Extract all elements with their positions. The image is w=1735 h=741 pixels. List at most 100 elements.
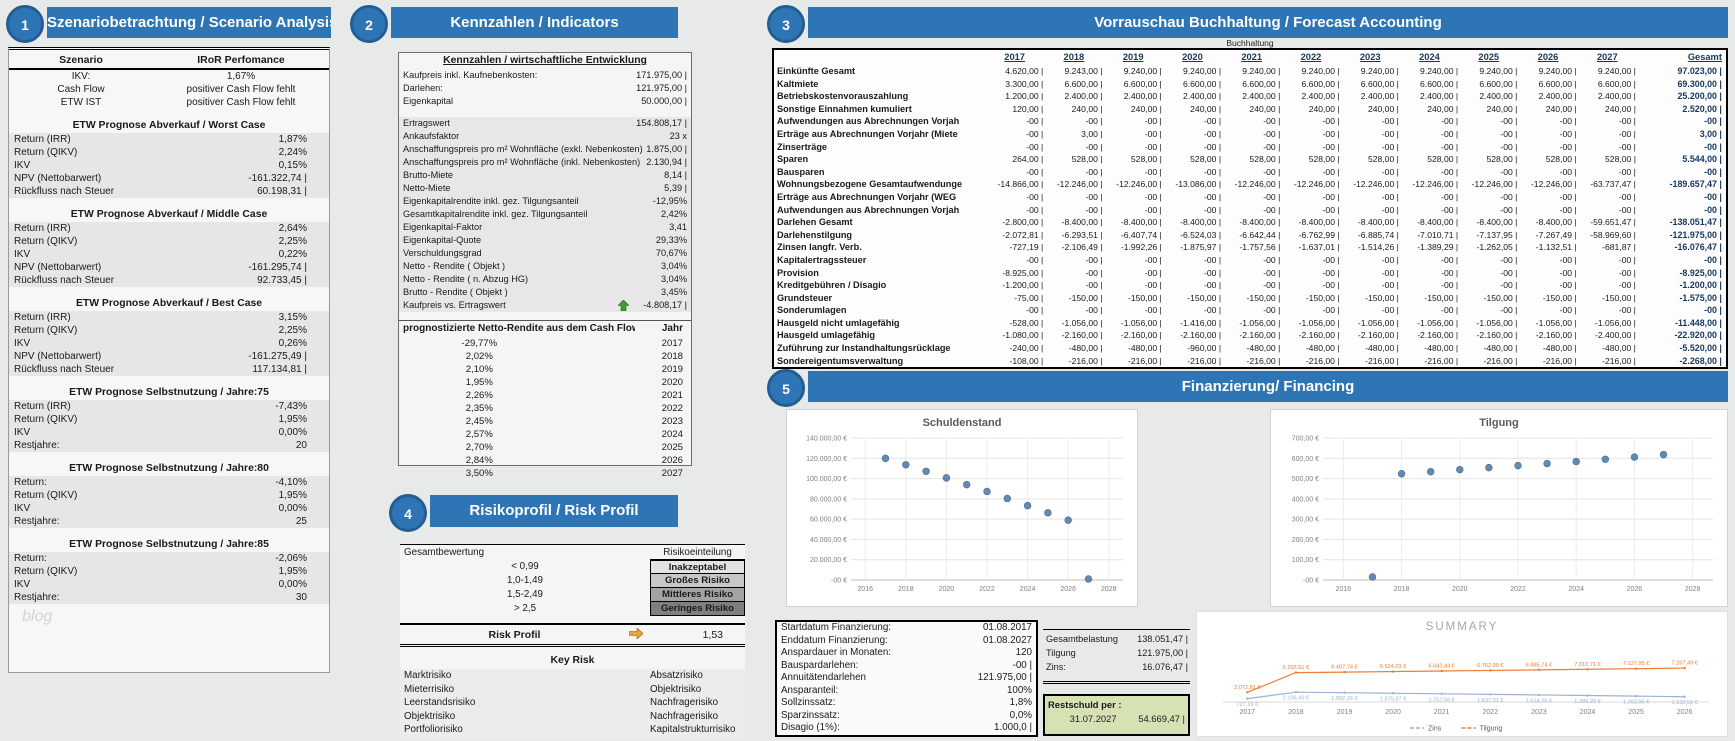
accounting-cell: -00 | bbox=[1026, 305, 1044, 316]
svg-text:2018: 2018 bbox=[1288, 709, 1304, 716]
financing-detail-row: Ansparanteil: 100% bbox=[777, 685, 1036, 698]
svg-text:2022: 2022 bbox=[1510, 586, 1526, 593]
accounting-cell: -1.056,00 | bbox=[1417, 317, 1459, 328]
accounting-cell: -00 | bbox=[1618, 204, 1636, 215]
indicator-row: Darlehen: 121.975,00 | bbox=[399, 82, 691, 95]
scenario-row: NPV (Nettobarwert) -161.322,74 | bbox=[9, 172, 329, 185]
accounting-cell: -00 | bbox=[1559, 116, 1577, 127]
table-row: Aufwendungen aus Abrechnungen Vorjah -00 … bbox=[774, 115, 1726, 128]
accounting-cell: -00 | bbox=[1381, 254, 1399, 265]
accounting-cell: -6.407,74 | bbox=[1120, 229, 1162, 240]
accounting-cell: -216,00 | bbox=[1483, 355, 1518, 366]
scenario-block-title: ETW Prognose Selbstnutzung / Jahre:75 bbox=[69, 387, 269, 398]
svg-text:SUMMARY: SUMMARY bbox=[1426, 621, 1499, 633]
scenario-row-label: Restjahre: bbox=[14, 440, 60, 451]
svg-text:2025: 2025 bbox=[1628, 709, 1644, 716]
financing-detail-value: 100% bbox=[1006, 684, 1032, 696]
risk-class-row: 1,0-1,49 Großes Risiko bbox=[400, 574, 745, 588]
accounting-cell: -12.246,00 | bbox=[1353, 179, 1399, 190]
scenario-block-title: ETW Prognose Selbstnutzung / Jahre:80 bbox=[69, 463, 269, 474]
scenario-row-label: Rückfluss nach Steuer bbox=[14, 364, 115, 375]
scenario-row: ETW IST positiver Cash Flow fehlt bbox=[9, 96, 329, 109]
arrow-right-icon bbox=[628, 626, 644, 642]
scenario-row-value: 1,95% bbox=[278, 414, 307, 425]
table-row: Kaltmiete 3.300,00 | 6.600,00 | 6.600,00 | 6… bbox=[774, 78, 1726, 91]
accounting-total-cell: -16.076,47 | bbox=[1674, 242, 1722, 253]
risk-profile-label: Risk Profil bbox=[488, 628, 541, 641]
accounting-cell: -58.969,60 | bbox=[1590, 229, 1636, 240]
accounting-total-cell: 5.544,00 | bbox=[1682, 154, 1722, 165]
rendite-row: 2,02% 2018 bbox=[399, 350, 691, 363]
key-risk-left: Objektrisiko bbox=[400, 709, 648, 723]
scenario-row: Return (IRR) 3,15% bbox=[9, 311, 329, 324]
svg-text:Schuldenstand: Schuldenstand bbox=[923, 417, 1002, 429]
financing-detail-label: Annuitätendarlehen bbox=[781, 672, 866, 683]
accounting-cell: -1.200,00 | bbox=[1002, 280, 1044, 291]
accounting-cell: 6.600,00 | bbox=[1538, 78, 1577, 89]
indicator-value: -12,95% bbox=[652, 196, 687, 206]
financing-detail-value: 01.08.2017 bbox=[982, 622, 1032, 633]
accounting-cell: -216,00 | bbox=[1305, 355, 1340, 366]
scenario-row-label: IKV bbox=[14, 503, 31, 514]
risk-profile-bar: Risk Profil 1,53 bbox=[400, 623, 745, 647]
key-risk-row: Marktrisiko Absatzrisiko bbox=[400, 669, 745, 683]
accounting-cell: 6.600,00 | bbox=[1182, 78, 1222, 89]
scenario-row-value: 117.134,81 | bbox=[252, 364, 307, 375]
accounting-cell: -00 | bbox=[1559, 305, 1577, 316]
svg-text:2.106,49 €: 2.106,49 € bbox=[1283, 696, 1310, 702]
accounting-row-label: Kreditgebühren / Disagio bbox=[777, 280, 887, 291]
rendite-year: 2024 bbox=[661, 429, 683, 440]
indicator-row: Verschuldungsgrad 70,67% bbox=[399, 247, 691, 260]
accounting-cell: -2.072,81 | bbox=[1002, 229, 1044, 240]
scenario-row-value: -4,10% bbox=[275, 477, 307, 488]
accounting-cell: -59.651,47 | bbox=[1590, 217, 1636, 228]
accounting-cell: -7.137,95 | bbox=[1476, 229, 1518, 240]
accounting-cell: -6.762,99 | bbox=[1298, 229, 1340, 240]
svg-text:2026: 2026 bbox=[1627, 586, 1643, 593]
accounting-cell: -216,00 | bbox=[1128, 355, 1162, 366]
scenario-row-value: 2,25% bbox=[278, 325, 307, 336]
svg-text:2.072,81 €: 2.072,81 € bbox=[1234, 685, 1261, 691]
svg-text:100.000,00 €: 100.000,00 € bbox=[806, 476, 847, 483]
scenario-row: Return (QIKV) 2,25% bbox=[9, 324, 329, 337]
accounting-cell: 528,00 | bbox=[1605, 154, 1636, 165]
indicator-label: Brutto - Rendite ( Objekt ) bbox=[403, 287, 508, 297]
accounting-cell: -1.875,97 | bbox=[1180, 242, 1222, 253]
svg-text:2020: 2020 bbox=[1452, 586, 1468, 593]
accounting-row-label: Wohnungsbezogene Gesamtaufwendunge bbox=[777, 179, 963, 190]
accounting-cell: -00 | bbox=[1204, 267, 1222, 278]
svg-text:2026: 2026 bbox=[1060, 586, 1076, 593]
accounting-subtitle: Buchhaltung bbox=[1226, 38, 1274, 48]
svg-text:2026: 2026 bbox=[1677, 709, 1693, 716]
accounting-cell: -1.056,00 | bbox=[1357, 317, 1399, 328]
scenario-row-value: 1,87% bbox=[278, 134, 307, 145]
scenario-table-header: Szenario IRoR Perfomance bbox=[9, 52, 329, 70]
accounting-cell: -00 | bbox=[1263, 305, 1281, 316]
risk-panel-header: Risikoprofil / Risk Profil bbox=[430, 495, 678, 527]
scenario-row: Rückfluss nach Steuer 60.198,31 | bbox=[9, 185, 329, 198]
financing-detail-row: Bauspardarlehen: -00 | bbox=[777, 660, 1036, 673]
accounting-cell: -00 | bbox=[1204, 305, 1222, 316]
accounting-cell: -216,00 | bbox=[1187, 355, 1222, 366]
accounting-cell: -150,00 | bbox=[1187, 292, 1222, 303]
accounting-cell: -00 | bbox=[1381, 267, 1399, 278]
risk-table-header: Gesamtbewertung Risikoeinteilung bbox=[400, 545, 745, 560]
financing-detail-row: Startdatum Finanzierung: 01.08.2017 bbox=[777, 622, 1036, 635]
key-risk-left: Leerstandsrisiko bbox=[400, 696, 648, 710]
rendite-value: 2,10% bbox=[465, 364, 493, 375]
svg-text:2024: 2024 bbox=[1568, 586, 1584, 593]
svg-text:300,00 €: 300,00 € bbox=[1292, 517, 1319, 524]
scenario-row-value: 3,15% bbox=[278, 312, 307, 323]
financing-detail-row: Annuitätendarlehen 121.975,00 | bbox=[777, 672, 1036, 685]
accounting-cell: -00 | bbox=[1144, 204, 1162, 215]
accounting-cell: -13.086,00 | bbox=[1175, 179, 1222, 190]
accounting-total-cell: -22.920,00 | bbox=[1674, 330, 1722, 341]
scenario-row-label: Cash Flow bbox=[57, 84, 105, 95]
indicator-value: 2,42% bbox=[660, 209, 687, 219]
accounting-total-cell: -1.575,00 | bbox=[1679, 292, 1722, 303]
financing-detail-value: 0,0% bbox=[1009, 709, 1032, 721]
accounting-cell: -150,00 | bbox=[1128, 292, 1162, 303]
scenario-row-value: 1,67% bbox=[226, 71, 256, 82]
rendite-year: 2022 bbox=[661, 403, 683, 414]
accounting-cell: -00 | bbox=[1204, 191, 1222, 202]
